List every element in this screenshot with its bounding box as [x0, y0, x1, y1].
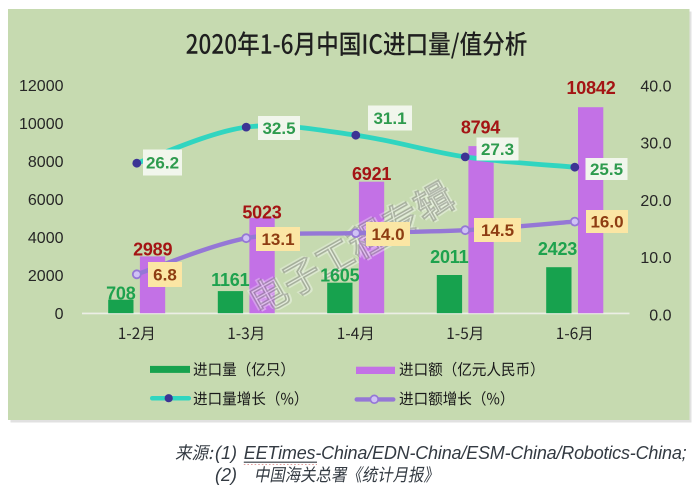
svg-text:12000: 12000	[19, 78, 64, 95]
svg-text:31.1: 31.1	[373, 109, 406, 128]
svg-text:14.5: 14.5	[481, 221, 514, 240]
svg-text:(2): (2)	[215, 465, 237, 485]
svg-text:4000: 4000	[28, 230, 64, 247]
svg-text:0: 0	[55, 306, 64, 323]
svg-text:8000: 8000	[28, 154, 64, 171]
svg-text:5023: 5023	[242, 203, 281, 223]
svg-text:40.0: 40.0	[640, 79, 671, 96]
svg-text:10000: 10000	[19, 116, 64, 133]
svg-text:25.5: 25.5	[590, 160, 623, 179]
svg-text:16.0: 16.0	[590, 213, 623, 232]
svg-text:2989: 2989	[133, 240, 172, 260]
svg-text:27.3: 27.3	[481, 140, 514, 159]
svg-text:2423: 2423	[538, 239, 577, 259]
svg-text:26.2: 26.2	[146, 154, 179, 173]
svg-text:2000: 2000	[28, 268, 64, 285]
svg-text:20.0: 20.0	[640, 193, 671, 210]
svg-text:6.8: 6.8	[153, 266, 177, 285]
svg-text:6921: 6921	[352, 164, 391, 184]
svg-text:708: 708	[106, 283, 136, 303]
svg-text:(1): (1)	[215, 443, 237, 463]
svg-text:10842: 10842	[566, 78, 615, 98]
svg-text:13.1: 13.1	[261, 230, 294, 249]
svg-text:0.0: 0.0	[649, 307, 671, 324]
svg-text:8794: 8794	[461, 118, 500, 138]
svg-text:14.0: 14.0	[371, 225, 404, 244]
svg-text:1161: 1161	[211, 270, 249, 290]
svg-text:EETimes-China/EDN-China/ESM-Ch: EETimes-China/EDN-China/ESM-China/Roboti…	[244, 443, 687, 463]
svg-text:30.0: 30.0	[640, 136, 671, 153]
svg-text:2011: 2011	[430, 247, 468, 267]
svg-text:10.0: 10.0	[640, 250, 671, 267]
svg-text:32.5: 32.5	[262, 119, 295, 138]
svg-text:1605: 1605	[320, 266, 359, 286]
svg-text:6000: 6000	[28, 192, 64, 209]
